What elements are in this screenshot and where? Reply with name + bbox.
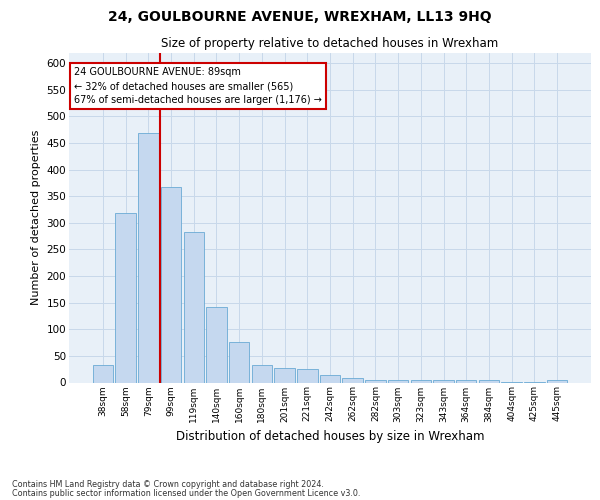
Bar xyxy=(251,366,272,382)
X-axis label: Distribution of detached houses by size in Wrexham: Distribution of detached houses by size … xyxy=(176,430,484,443)
Text: 24 GOULBOURNE AVENUE: 89sqm
← 32% of detached houses are smaller (565)
67% of se: 24 GOULBOURNE AVENUE: 89sqm ← 32% of det… xyxy=(74,68,322,106)
Bar xyxy=(274,368,295,382)
Bar xyxy=(320,374,340,382)
Bar xyxy=(206,308,227,382)
Bar xyxy=(365,380,386,382)
Bar xyxy=(115,213,136,382)
Bar xyxy=(93,366,113,382)
Bar xyxy=(229,342,250,382)
Title: Size of property relative to detached houses in Wrexham: Size of property relative to detached ho… xyxy=(161,37,499,50)
Text: Contains HM Land Registry data © Crown copyright and database right 2024.: Contains HM Land Registry data © Crown c… xyxy=(12,480,324,489)
Bar xyxy=(343,378,363,382)
Y-axis label: Number of detached properties: Number of detached properties xyxy=(31,130,41,305)
Text: Contains public sector information licensed under the Open Government Licence v3: Contains public sector information licen… xyxy=(12,489,361,498)
Bar xyxy=(433,380,454,382)
Bar xyxy=(161,187,181,382)
Bar xyxy=(410,380,431,382)
Bar xyxy=(138,134,158,382)
Bar xyxy=(184,232,204,382)
Text: 24, GOULBOURNE AVENUE, WREXHAM, LL13 9HQ: 24, GOULBOURNE AVENUE, WREXHAM, LL13 9HQ xyxy=(108,10,492,24)
Bar xyxy=(388,380,409,382)
Bar xyxy=(456,380,476,382)
Bar xyxy=(479,380,499,382)
Bar xyxy=(547,380,567,382)
Bar xyxy=(297,369,317,382)
